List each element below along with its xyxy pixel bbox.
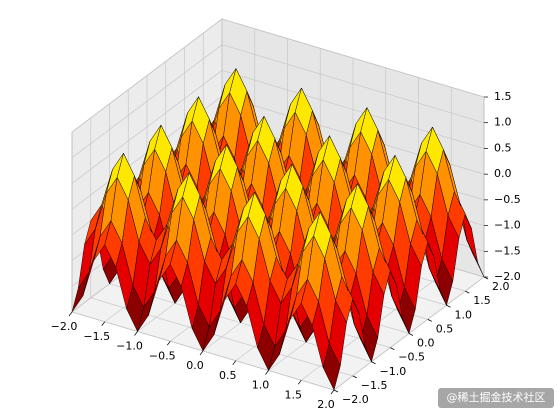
y-tick-label: 1.5: [473, 294, 491, 307]
y-tick-label: 0.5: [436, 322, 454, 335]
surface-patch: [313, 211, 332, 259]
surface-patch: [425, 126, 444, 174]
grid-line: [221, 70, 485, 149]
y-tick-label: −2.0: [342, 393, 369, 406]
y-tick: [352, 375, 357, 379]
watermark: @稀土掘金技术社区: [447, 390, 546, 404]
x-tick-label: 1.0: [252, 379, 270, 392]
surface-patch: [191, 96, 210, 144]
grid-line: [221, 18, 485, 98]
x-tick-label: 1.5: [285, 388, 303, 401]
x-tick-label: −0.5: [149, 349, 176, 362]
y-tick: [408, 333, 414, 336]
surface-patch: [182, 172, 201, 220]
x-tick: [101, 321, 106, 326]
y-tick: [446, 304, 451, 308]
z-tick-label: −1.5: [494, 244, 521, 257]
tick-labels: −2.0−1.5−1.0−0.50.00.51.01.52.0 −2.0−1.5−…: [51, 90, 521, 411]
y-tick: [333, 389, 339, 393]
x-tick: [265, 370, 269, 375]
x-tick: [297, 380, 302, 385]
grid-line: [71, 18, 223, 133]
surface-patch: [257, 116, 276, 164]
surface-patch: [350, 183, 369, 231]
grid-line: [71, 70, 223, 184]
y-tick-label: −1.5: [361, 379, 388, 392]
y-tick-label: 2.0: [492, 280, 510, 293]
x-tick: [330, 389, 335, 395]
grid-line: [71, 44, 223, 158]
x-tick: [134, 331, 138, 336]
x-tick: [166, 341, 171, 346]
surface-patch: [116, 153, 135, 201]
x-tick-label: −2.0: [51, 320, 78, 333]
x-tick-label: −1.5: [83, 330, 110, 343]
z-tick-label: 0.0: [494, 167, 512, 180]
grid-line: [221, 44, 485, 124]
z-tick-label: −0.5: [494, 193, 521, 206]
surface-patch: [322, 135, 341, 183]
y-tick: [371, 361, 376, 365]
y-tick: [390, 347, 395, 350]
surface-patch: [229, 68, 248, 116]
y-tick-label: 1.0: [455, 308, 473, 321]
y-tick-label: −1.0: [380, 365, 407, 378]
surface: [71, 68, 485, 391]
z-tick-label: −2.0: [494, 270, 521, 283]
y-tick: [427, 319, 432, 322]
x-tick-label: 0.0: [186, 359, 204, 372]
x-tick: [68, 311, 73, 317]
surface-patch: [219, 144, 238, 192]
surface-patch: [154, 124, 173, 172]
x-tick-label: 0.5: [219, 369, 237, 382]
x-tick: [232, 360, 237, 365]
x-tick: [199, 350, 204, 356]
surface-patch: [285, 163, 304, 211]
z-tick-label: 1.0: [494, 116, 512, 129]
y-tick-label: 0.0: [417, 337, 435, 350]
z-tick-label: 1.5: [494, 90, 512, 103]
y-tick: [465, 290, 470, 294]
surface-patch: [294, 87, 313, 135]
surface-patch: [360, 107, 379, 155]
x-tick-label: −1.0: [116, 340, 143, 353]
x-tick-label: 2.0: [317, 398, 335, 411]
y-tick-label: −0.5: [398, 351, 425, 364]
watermark-box: [438, 388, 554, 408]
surface-patch: [247, 192, 266, 240]
z-tick-label: −1.0: [494, 219, 521, 232]
z-tick-label: 0.5: [494, 141, 512, 154]
surface-patch: [388, 155, 407, 203]
